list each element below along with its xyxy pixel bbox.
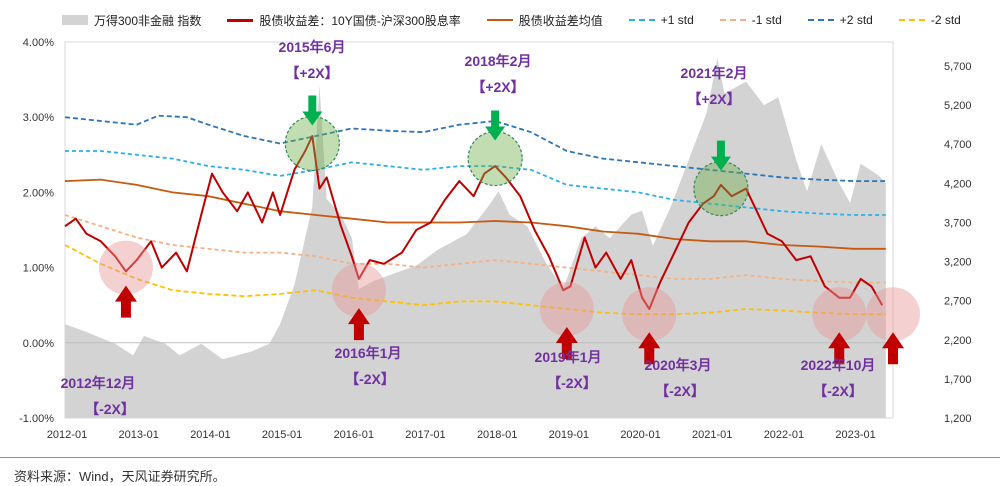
source-note: 资料来源：Wind，天风证券研究所。 (14, 469, 226, 484)
annotation-date-label: 2015年6月 (279, 39, 346, 55)
chart-legend: 万得300非金融 指数 股债收益差：10Y国债-沪深300股息率 股债收益差均值… (62, 10, 987, 30)
legend-label-plus2: +2 std (839, 13, 873, 27)
x-tick-label: 2012-01 (47, 429, 87, 441)
annotation-date-label: 2020年3月 (645, 357, 712, 373)
arrow-up-icon (555, 326, 578, 359)
legend-item-plus2: +2 std (807, 13, 873, 27)
annotation-signal-label: 【+2X】 (471, 79, 524, 95)
annotation-signal-label: 【-2X】 (85, 401, 135, 417)
y-right-tick-label: 4,700 (944, 139, 972, 151)
y-left-tick-label: -1.00% (19, 413, 54, 425)
arrow-down-icon (302, 95, 323, 126)
arrow-up-icon (114, 285, 137, 318)
annotation-signal-label: 【-2X】 (547, 375, 597, 391)
y-right-tick-label: 4,200 (944, 178, 972, 190)
series-plus2-std (64, 114, 886, 183)
legend-item-area: 万得300非金融 指数 (62, 12, 201, 29)
arrow-up-icon (882, 332, 904, 365)
y-right-tick-label: 1,200 (944, 413, 972, 425)
annotation-date-label: 2019年1月 (535, 349, 602, 365)
legend-label-minus1: -1 std (751, 13, 782, 27)
series-minus2-std (64, 244, 886, 316)
source-divider (0, 457, 1000, 458)
signal-circle (331, 263, 386, 318)
legend-label-area: 万得300非金融 指数 (94, 13, 202, 28)
legend-item-mean: 股债收益差均值 (486, 12, 603, 29)
arrow-up-icon (347, 308, 370, 341)
annotation-signal-label: 【+2X】 (687, 91, 740, 107)
legend-swatch-spread (227, 18, 254, 22)
legend-label-mean: 股债收益差均值 (518, 13, 603, 28)
y-right-tick-label: 3,700 (944, 217, 972, 229)
chart-canvas: 4.00% 3.00% 2.00% 1.00% 0.00% -1.00% 5,700 5,20… (19, 37, 972, 441)
x-tick-label: 2020-01 (620, 429, 660, 441)
legend-swatch-area (62, 15, 88, 25)
y-left-tick-label: 2.00% (23, 187, 54, 199)
x-tick-label: 2021-01 (692, 429, 732, 441)
annotation-date-label: 2018年2月 (465, 53, 532, 69)
x-tick-label: 2014-01 (190, 429, 230, 441)
signal-circle (866, 287, 920, 342)
x-tick-label: 2019-01 (549, 429, 589, 441)
legend-label-spread: 股债收益差：10Y国债-沪深300股息率 (259, 13, 461, 28)
legend-item-plus1: +1 std (628, 13, 694, 27)
y-left-tick-label: 4.00% (23, 37, 54, 49)
series-plus1-std (65, 150, 886, 216)
y-left-tick-label: 0.00% (23, 338, 54, 350)
annotation-signal-label: 【-2X】 (813, 383, 863, 399)
legend-item-minus1: -1 std (719, 13, 782, 27)
y-right-tick-label: 1,700 (944, 374, 972, 386)
x-tick-label: 2017-01 (405, 429, 445, 441)
x-tick-label: 2018-01 (477, 429, 517, 441)
legend-item-spread: 股债收益差：10Y国债-沪深300股息率 (227, 12, 461, 29)
legend-swatch-plus1 (628, 19, 655, 21)
legend-item-minus2: -2 std (898, 13, 961, 27)
annotation-signal-label: 【-2X】 (345, 371, 395, 387)
arrow-down-icon (710, 140, 731, 171)
legend-label-plus1: +1 std (660, 13, 694, 27)
y-left-tick-label: 3.00% (23, 112, 54, 124)
series-spread (64, 135, 884, 310)
arrow-up-icon (828, 332, 851, 365)
y-right-tick-label: 2,200 (944, 335, 972, 347)
legend-swatch-minus1 (719, 19, 746, 21)
annotation-date-label: 2016年1月 (335, 345, 402, 361)
signal-circle (812, 287, 867, 342)
y-left-tick-label: 1.00% (23, 263, 54, 275)
annotation-signal-label: 【+2X】 (285, 65, 338, 81)
x-tick-label: 2016-01 (334, 429, 374, 441)
annotation-date-label: 2022年10月 (801, 357, 876, 373)
annotation-date-label: 2021年2月 (681, 65, 748, 81)
x-tick-label: 2013-01 (119, 429, 159, 441)
x-tick-label: 2015-01 (262, 429, 302, 441)
legend-swatch-plus2 (807, 19, 834, 21)
legend-swatch-minus2 (898, 19, 925, 21)
legend-label-minus2: -2 std (930, 13, 961, 27)
x-tick-label: 2022-01 (764, 429, 804, 441)
signal-circle (539, 281, 594, 336)
y-right-tick-label: 2,700 (944, 296, 972, 308)
legend-swatch-mean (486, 19, 513, 21)
arrow-down-icon (485, 110, 506, 141)
series-mean (64, 178, 886, 250)
signal-circle (98, 240, 153, 295)
signal-circle (622, 287, 677, 342)
y-right-tick-label: 3,200 (944, 257, 972, 269)
annotation-signal-label: 【-2X】 (655, 383, 705, 399)
annotation-date-label: 2012年12月 (61, 375, 136, 391)
arrow-up-icon (638, 332, 661, 365)
series-area-index (65, 58, 886, 418)
y-right-tick-label: 5,200 (944, 100, 972, 112)
series-minus1-std (64, 214, 886, 284)
y-right-tick-label: 5,700 (944, 61, 972, 73)
x-tick-label: 2023-01 (835, 429, 875, 441)
